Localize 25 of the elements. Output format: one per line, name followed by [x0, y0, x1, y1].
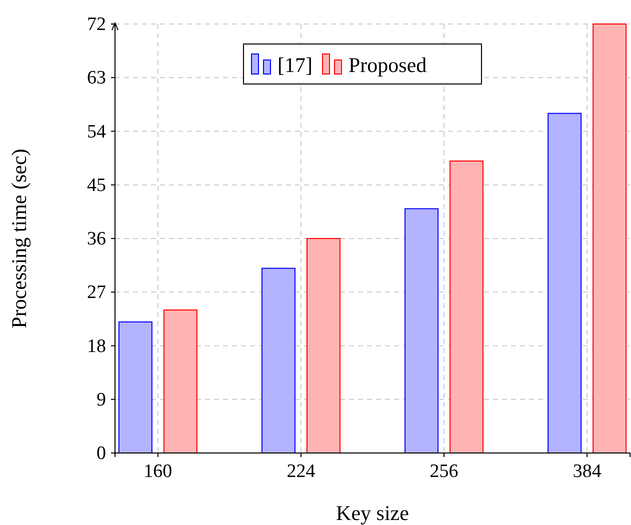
y-tick-label: 72 [87, 14, 106, 36]
x-tick-label: 160 [144, 461, 172, 482]
y-tick-label: 63 [87, 68, 106, 89]
x-tick-label: 384 [572, 461, 602, 482]
legend-label: Proposed [348, 53, 428, 77]
bar [450, 160, 484, 454]
y-tick-label: 9 [96, 389, 106, 410]
bar [306, 238, 340, 454]
bar [592, 24, 627, 454]
bar [261, 268, 296, 454]
y-tick-label: 18 [87, 336, 106, 357]
y-tick-label: 0 [96, 443, 106, 464]
x-tick-label: 256 [430, 461, 458, 482]
bar [548, 112, 582, 454]
y-tick-label: 36 [87, 228, 106, 250]
y-tick-label: 54 [87, 121, 106, 142]
bar [163, 310, 198, 454]
bar [118, 321, 152, 454]
x-tick-label: 224 [286, 461, 316, 482]
legend-label: [17] [278, 53, 312, 77]
y-tick-label: 27 [87, 282, 106, 304]
y-tick-label: 45 [87, 174, 106, 196]
y-axis-title: Processing time (sec) [7, 148, 31, 328]
bar [404, 208, 439, 454]
x-axis-title: Key size [336, 501, 409, 525]
